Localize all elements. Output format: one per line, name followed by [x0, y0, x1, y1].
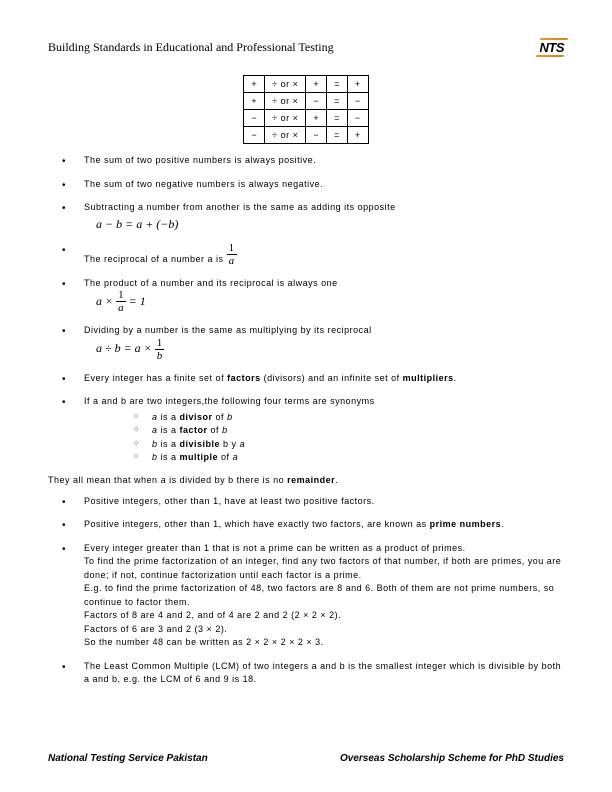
- cell: ÷ or ×: [265, 127, 306, 144]
- cell: −: [347, 110, 368, 127]
- cell: ÷ or ×: [265, 93, 306, 110]
- footer-left: National Testing Service Pakistan: [48, 753, 208, 764]
- cell: +: [306, 76, 327, 93]
- bullet-list: Positive integers, other than 1, have at…: [48, 495, 564, 687]
- page-header: Building Standards in Educational and Pr…: [48, 40, 564, 55]
- sub-list: a is a divisor of b a is a factor of b b…: [84, 411, 564, 465]
- cell: +: [347, 127, 368, 144]
- fraction: 1a: [227, 243, 237, 267]
- cell: +: [347, 76, 368, 93]
- sub-item: b is a divisible b y a: [84, 438, 564, 452]
- cell: +: [244, 76, 265, 93]
- bullet-list: The sum of two positive numbers is alway…: [48, 154, 564, 465]
- bullet-item: If a and b are two integers,the followin…: [48, 395, 564, 465]
- sub-item: a is a divisor of b: [84, 411, 564, 425]
- page-content: Building Standards in Educational and Pr…: [0, 0, 612, 727]
- bullet-item: Positive integers, other than 1, have at…: [48, 495, 564, 509]
- bullet-text: Dividing by a number is the same as mult…: [84, 325, 372, 335]
- bullet-item: Every integer greater than 1 that is not…: [48, 542, 564, 650]
- bullet-text: Subtracting a number from another is the…: [84, 202, 396, 212]
- bullet-item: The reciprocal of a number a is 1a: [48, 243, 564, 267]
- cell: =: [327, 127, 348, 144]
- sub-item: a is a factor of b: [84, 424, 564, 438]
- bullet-text: So the number 48 can be written as 2 × 2…: [84, 637, 324, 647]
- bullet-text: If a and b are two integers,the followin…: [84, 396, 375, 406]
- cell: +: [306, 110, 327, 127]
- page-footer: National Testing Service Pakistan Overse…: [48, 753, 564, 764]
- fraction: 1b: [155, 338, 165, 362]
- math-expression: a ÷ b = a × 1b: [96, 341, 164, 355]
- bullet-text: E.g. to find the prime factorization of …: [84, 583, 554, 607]
- cell: −: [347, 93, 368, 110]
- bullet-item: The sum of two positive numbers is alway…: [48, 154, 564, 168]
- cell: −: [244, 110, 265, 127]
- bullet-text: Every integer has a finite set of: [84, 373, 227, 383]
- sign-rules-table: +÷ or ×+=+ +÷ or ×−=− −÷ or ×+=− −÷ or ×…: [243, 75, 368, 144]
- bullet-text: Factors of 8 are 4 and 2, and of 4 are 2…: [84, 610, 341, 620]
- bullet-item: Subtracting a number from another is the…: [48, 201, 564, 233]
- cell: −: [306, 127, 327, 144]
- bullet-item: The sum of two negative numbers is alway…: [48, 178, 564, 192]
- bullet-text: Positive integers, other than 1, which h…: [84, 519, 430, 529]
- bullet-text: To find the prime factorization of an in…: [84, 556, 561, 580]
- sub-item: b is a multiple of a: [84, 451, 564, 465]
- cell: −: [244, 127, 265, 144]
- cell: =: [327, 110, 348, 127]
- cell: ÷ or ×: [265, 76, 306, 93]
- cell: ÷ or ×: [265, 110, 306, 127]
- cell: −: [306, 93, 327, 110]
- cell: +: [244, 93, 265, 110]
- cell: =: [327, 93, 348, 110]
- footer-right: Overseas Scholarship Scheme for PhD Stud…: [340, 753, 564, 764]
- cell: =: [327, 76, 348, 93]
- nts-logo: NTS: [540, 40, 565, 55]
- bullet-text: Every integer greater than 1 that is not…: [84, 543, 466, 553]
- math-expression: a × 1a = 1: [96, 294, 146, 308]
- bullet-text: The product of a number and its reciproc…: [84, 278, 338, 288]
- bullet-item: The product of a number and its reciproc…: [48, 277, 564, 315]
- math-expression: a − b = a + (−b): [96, 217, 178, 231]
- header-title: Building Standards in Educational and Pr…: [48, 40, 334, 55]
- fraction: 1a: [116, 290, 126, 314]
- bullet-text: The reciprocal of a number a is: [84, 254, 227, 264]
- bullet-item: Every integer has a finite set of factor…: [48, 372, 564, 386]
- bullet-item: Dividing by a number is the same as mult…: [48, 324, 564, 362]
- bullet-item: Positive integers, other than 1, which h…: [48, 518, 564, 532]
- bullet-item: The Least Common Multiple (LCM) of two i…: [48, 660, 564, 687]
- paragraph: They all mean that when a is divided by …: [48, 475, 564, 485]
- bullet-text: Factors of 6 are 3 and 2 (3 × 2).: [84, 624, 227, 634]
